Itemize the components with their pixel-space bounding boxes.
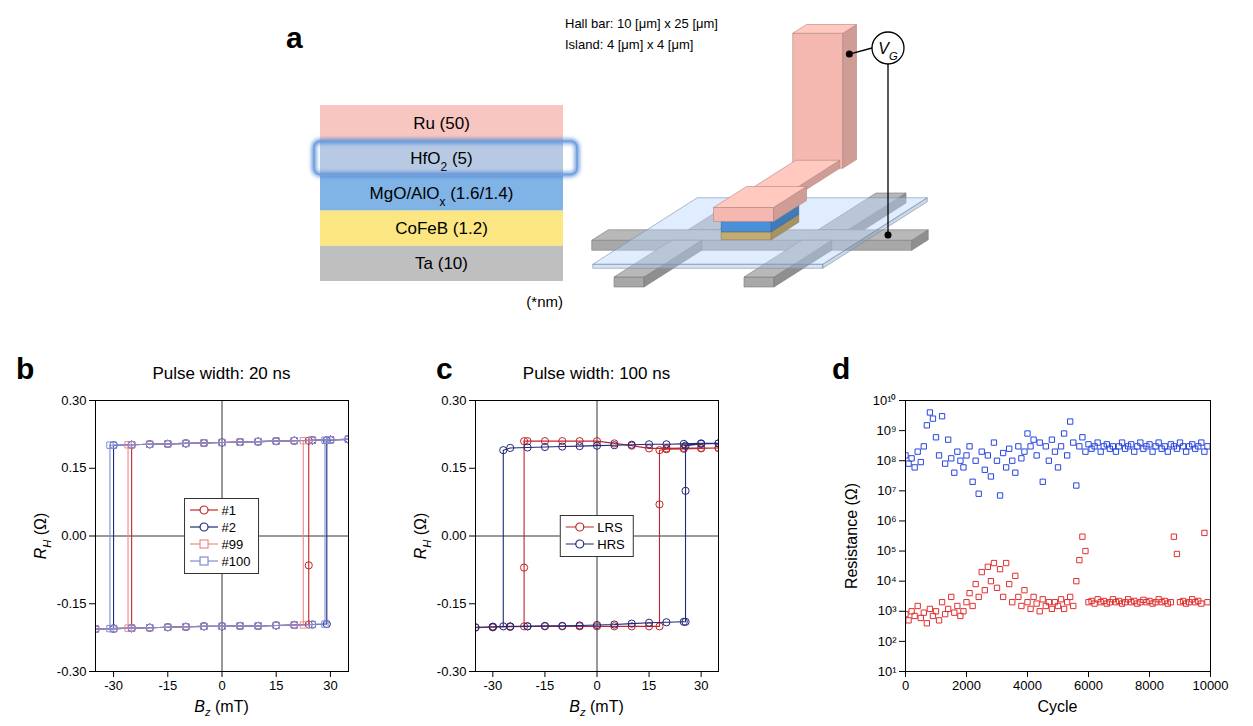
- svg-text:10000: 10000: [1192, 678, 1228, 693]
- html-text:d: d: [832, 352, 851, 385]
- svg-text:0.15: 0.15: [441, 460, 466, 475]
- svg-text:0: 0: [593, 678, 600, 693]
- html-text:H: H: [420, 539, 433, 548]
- svg-text:30: 30: [694, 678, 708, 693]
- svg-text:a: a: [286, 21, 303, 54]
- svg-text:-15: -15: [158, 678, 177, 693]
- svg-text:10⁹: 10⁹: [876, 423, 896, 438]
- html-text:H: H: [40, 539, 53, 548]
- svg-text:2000: 2000: [952, 678, 981, 693]
- html-text:Pulse width: 20 ns: Pulse width: 20 ns: [152, 364, 291, 383]
- svg-text:Island: 4 [μm] x 4 [μm]: Island: 4 [μm] x 4 [μm]: [565, 37, 693, 52]
- svg-text:30: 30: [323, 678, 337, 693]
- html-text:c: c: [436, 352, 453, 385]
- html-text:#1: #1: [221, 502, 236, 518]
- svg-text:0: 0: [902, 678, 909, 693]
- svg-text:-0.30: -0.30: [57, 664, 87, 679]
- svg-text:-30: -30: [483, 678, 502, 693]
- html-text:R: R: [32, 547, 50, 559]
- html-text:Resistance (Ω): Resistance (Ω): [843, 482, 860, 589]
- svg-text:-30: -30: [104, 678, 123, 693]
- svg-text:-0.30: -0.30: [437, 664, 467, 679]
- svg-text:0.00: 0.00: [441, 528, 466, 543]
- html-text:Cycle: Cycle: [1037, 698, 1078, 715]
- svg-text:10⁴: 10⁴: [876, 573, 896, 588]
- html-text:b: b: [16, 352, 35, 385]
- svg-text:(*nm): (*nm): [526, 293, 563, 310]
- svg-text:0.30: 0.30: [61, 393, 86, 408]
- html-text:#100: #100: [221, 553, 251, 569]
- svg-text:0.30: 0.30: [441, 393, 466, 408]
- svg-text:10⁵: 10⁵: [877, 543, 897, 558]
- html-text:(Ω): (Ω): [412, 512, 430, 540]
- svg-text:-0.15: -0.15: [57, 596, 87, 611]
- svg-text:CoFeB (1.2): CoFeB (1.2): [395, 219, 488, 238]
- html-text:Bz(mT): Bz(mT): [569, 698, 624, 719]
- svg-text:10¹⁰: 10¹⁰: [873, 393, 897, 408]
- svg-text:10⁷: 10⁷: [877, 483, 896, 498]
- svg-text:0.00: 0.00: [61, 528, 86, 543]
- svg-text:-15: -15: [536, 678, 555, 693]
- html-text:Bz(mT): Bz(mT): [194, 698, 249, 719]
- html-text:#2: #2: [221, 519, 236, 535]
- svg-text:Hall bar: 10 [μm] x 25 [μm]: Hall bar: 10 [μm] x 25 [μm]: [565, 16, 718, 31]
- svg-text:10⁸: 10⁸: [877, 453, 897, 468]
- svg-text:4000: 4000: [1013, 678, 1042, 693]
- svg-text:-0.15: -0.15: [437, 596, 467, 611]
- svg-text:8000: 8000: [1135, 678, 1164, 693]
- svg-text:15: 15: [642, 678, 656, 693]
- svg-text:10⁶: 10⁶: [877, 513, 897, 528]
- svg-text:Ru (50): Ru (50): [413, 114, 470, 133]
- html-text:(Ω): (Ω): [32, 512, 50, 540]
- svg-text:10²: 10²: [878, 634, 897, 649]
- svg-text:6000: 6000: [1074, 678, 1103, 693]
- svg-text:10³: 10³: [878, 603, 897, 618]
- svg-text:HfO2 (5): HfO2 (5): [410, 149, 472, 174]
- svg-text:15: 15: [269, 678, 283, 693]
- html-text:HRS: HRS: [597, 536, 625, 552]
- svg-text:0: 0: [218, 678, 225, 693]
- html-text:LRS: LRS: [597, 519, 623, 535]
- html-text:Pulse width: 100 ns: Pulse width: 100 ns: [522, 364, 671, 383]
- html-text:#99: #99: [221, 536, 244, 552]
- html-text:R: R: [412, 547, 430, 559]
- svg-text:Ta (10): Ta (10): [415, 254, 468, 273]
- svg-text:10¹: 10¹: [878, 664, 897, 679]
- svg-text:VG: VG: [878, 40, 898, 62]
- svg-text:0.15: 0.15: [61, 460, 86, 475]
- svg-text:MgO/AlOx (1.6/1.4): MgO/AlOx (1.6/1.4): [370, 184, 514, 209]
